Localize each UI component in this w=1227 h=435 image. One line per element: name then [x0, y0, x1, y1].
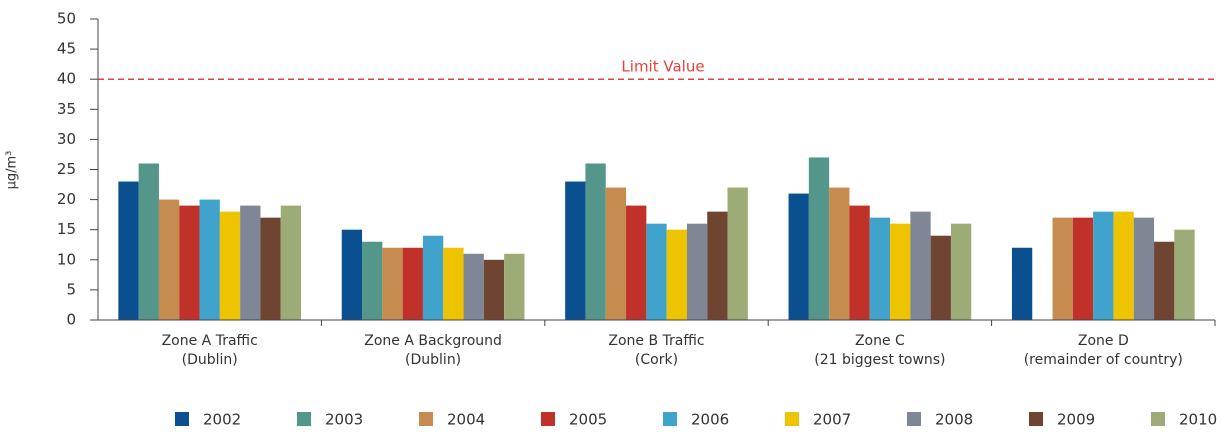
bar	[382, 247, 403, 320]
bar	[1011, 247, 1033, 320]
bar	[727, 187, 748, 320]
x-tick-label-line: (21 biggest towns)	[814, 352, 945, 368]
bar	[1093, 211, 1114, 320]
legend-label: 2006	[691, 411, 729, 429]
x-tick-label-line: (Dublin)	[405, 352, 461, 368]
bar	[869, 217, 891, 320]
bar	[829, 187, 850, 320]
x-tick-label-line: (Cork)	[635, 352, 678, 368]
x-tick-label-line: Zone B Traffic	[608, 333, 704, 349]
legend-swatch	[785, 412, 799, 426]
y-tick-label: 0	[66, 311, 76, 329]
legend-swatch	[663, 412, 677, 426]
y-tick-label: 25	[57, 160, 76, 178]
y-tick-label: 5	[66, 280, 76, 298]
bar	[1052, 217, 1073, 320]
bar	[118, 181, 139, 320]
bar	[362, 241, 383, 320]
bar	[504, 253, 525, 320]
y-tick-label: 50	[57, 10, 76, 28]
bar	[240, 205, 261, 320]
legend-label: 2003	[325, 411, 363, 429]
legend-label: 2005	[569, 411, 607, 429]
y-tick-label: 15	[57, 220, 76, 238]
x-tick-label: Zone D (remainder of country)	[1024, 333, 1183, 368]
x-tick-label: Zone A Traffic (Dublin)	[162, 333, 258, 368]
bar	[443, 247, 464, 320]
x-tick-label-line: Zone A Background	[364, 333, 502, 349]
bar	[808, 157, 830, 320]
x-tick-label: Zone A Background (Dublin)	[364, 333, 502, 368]
y-tick-label: 10	[57, 250, 76, 268]
bar	[626, 205, 647, 320]
legend-label: 2002	[203, 411, 241, 429]
bar	[199, 199, 220, 320]
y-tick-label: 20	[57, 190, 76, 208]
bar	[565, 181, 586, 320]
bar	[1072, 217, 1094, 320]
bar	[1133, 217, 1155, 320]
legend-label: 2007	[813, 411, 851, 429]
bar	[280, 205, 302, 320]
bar	[422, 235, 444, 320]
legend-swatch	[1029, 412, 1043, 426]
y-axis-label: µg/m³	[5, 151, 20, 190]
bar	[483, 259, 505, 320]
x-tick-label: Zone B Traffic (Cork)	[608, 333, 704, 368]
bar	[930, 235, 951, 320]
legend-swatch	[907, 412, 921, 426]
bar	[910, 211, 931, 320]
legend-swatch	[175, 412, 189, 426]
bar	[341, 229, 363, 320]
y-tick-label: 40	[57, 70, 76, 88]
x-tick-label-line: (Dublin)	[182, 352, 238, 368]
bar	[585, 163, 606, 320]
bar	[138, 163, 159, 320]
bar	[1154, 241, 1175, 320]
bar	[950, 223, 972, 320]
legend-swatch	[541, 412, 555, 426]
bar	[646, 223, 667, 320]
legend-label: 2004	[447, 411, 485, 429]
x-tick-label-line: Zone D	[1078, 333, 1129, 349]
legend-swatch	[1151, 412, 1165, 426]
bar	[890, 223, 911, 320]
bar	[158, 199, 180, 320]
bar	[849, 205, 870, 320]
x-tick-label-line: Zone A Traffic	[162, 333, 258, 349]
y-tick-label: 45	[57, 40, 76, 58]
bar	[707, 211, 728, 320]
y-tick-label: 30	[57, 130, 76, 148]
bar	[605, 187, 627, 320]
x-tick-label-line: Zone C	[855, 333, 905, 349]
legend-swatch	[419, 412, 433, 426]
legend-label: 2009	[1057, 411, 1095, 429]
bar	[1174, 229, 1195, 320]
bar	[179, 205, 200, 320]
bar	[788, 193, 809, 320]
bar	[463, 253, 484, 320]
bar	[686, 223, 708, 320]
limit-label: Limit Value	[621, 58, 704, 76]
bar	[666, 229, 687, 320]
y-tick-label: 35	[57, 100, 76, 118]
bar	[260, 217, 281, 320]
x-tick-label-line: (remainder of country)	[1024, 352, 1183, 368]
bar	[402, 247, 423, 320]
legend-swatch	[297, 412, 311, 426]
legend-label: 2010	[1179, 411, 1217, 429]
x-tick-label: Zone C (21 biggest towns)	[814, 333, 945, 368]
legend-label: 2008	[935, 411, 973, 429]
bar	[1113, 211, 1134, 320]
bar	[219, 211, 241, 320]
